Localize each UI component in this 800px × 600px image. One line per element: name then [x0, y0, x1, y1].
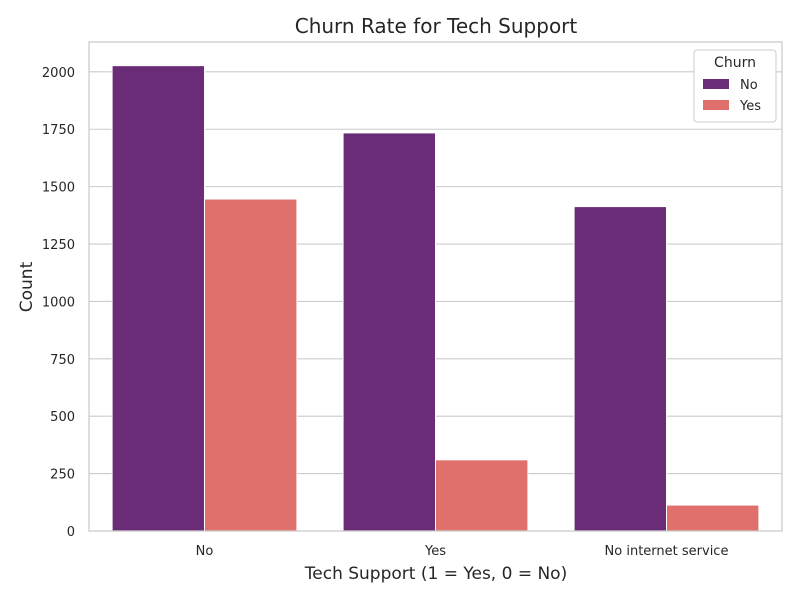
- legend-label-yes: Yes: [739, 99, 761, 114]
- y-tick-label: 0: [67, 525, 75, 540]
- bar-yes-0: [204, 198, 298, 532]
- legend: Churn No Yes: [693, 49, 777, 123]
- legend-title: Churn: [714, 55, 756, 71]
- y-tick-label: 750: [50, 353, 75, 368]
- x-tick-label: No: [196, 544, 214, 559]
- bars: [111, 65, 760, 532]
- y-tick-label: 1250: [42, 238, 75, 253]
- x-tick-label: No internet service: [605, 544, 729, 559]
- bar-no-0: [111, 65, 205, 532]
- chart-title: Churn Rate for Tech Support: [295, 14, 578, 38]
- bar-yes-1: [435, 459, 529, 532]
- legend-label-no: No: [740, 78, 758, 93]
- x-axis-label: Tech Support (1 = Yes, 0 = No): [304, 564, 567, 584]
- y-tick-label: 500: [50, 410, 75, 425]
- y-tick-label: 2000: [42, 66, 75, 81]
- y-tick-label: 1000: [42, 295, 75, 310]
- legend-swatch-no: [703, 79, 729, 89]
- legend-swatch-yes: [703, 100, 729, 110]
- y-axis-label: Count: [17, 261, 37, 312]
- plot-frame: [88, 41, 783, 532]
- x-tick-label: Yes: [424, 544, 446, 559]
- bar-yes-2: [666, 504, 760, 532]
- y-tick-label: 250: [50, 468, 75, 483]
- bar-no-2: [573, 206, 667, 532]
- bar-no-1: [342, 132, 437, 532]
- y-tick-labels: 0 250 500 750 1000 1250 1500 1750 2000: [42, 66, 75, 540]
- y-tick-label: 1500: [42, 181, 75, 196]
- x-tick-labels: No Yes No internet service: [196, 544, 729, 559]
- y-tick-label: 1750: [42, 123, 75, 138]
